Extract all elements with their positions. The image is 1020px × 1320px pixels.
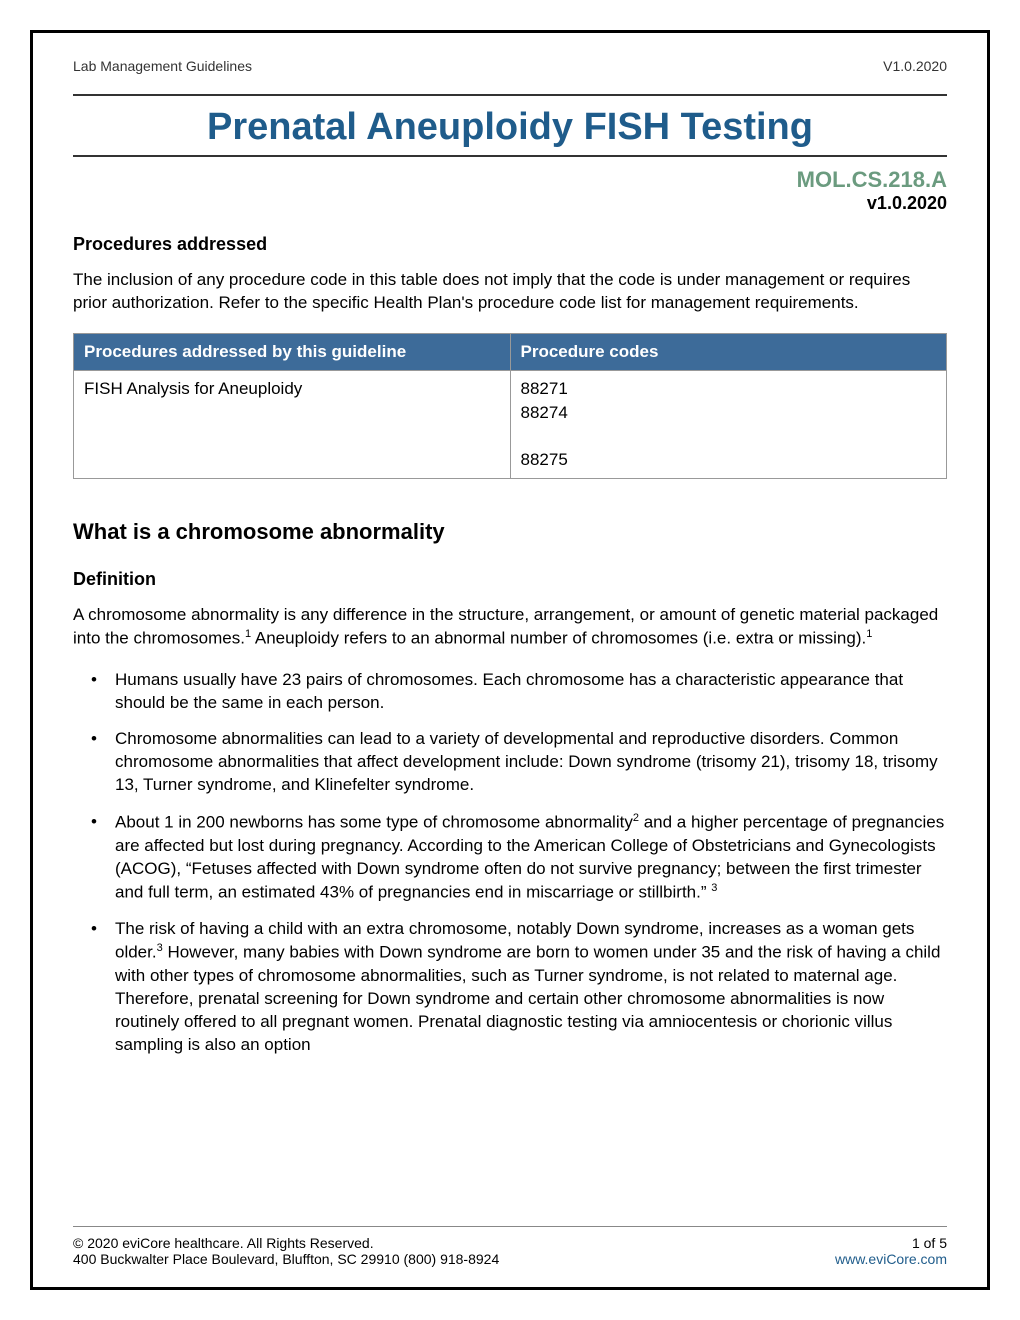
bullet-text: Humans usually have 23 pairs of chromoso… xyxy=(115,670,903,712)
footer-link[interactable]: www.eviCore.com xyxy=(835,1251,947,1267)
doc-code-block: MOL.CS.218.A v1.0.2020 xyxy=(73,167,947,214)
document-title: Prenatal Aneuploidy FISH Testing xyxy=(73,98,947,155)
table-header-cell: Procedures addressed by this guideline xyxy=(74,333,511,370)
page-header: Lab Management Guidelines V1.0.2020 xyxy=(73,58,947,74)
bullet-text: Chromosome abnormalities can lead to a v… xyxy=(115,729,938,794)
footer-copyright: © 2020 eviCore healthcare. All Rights Re… xyxy=(73,1235,374,1251)
definition-text-2: Aneuploidy refers to an abnormal number … xyxy=(251,629,866,648)
footer-address: 400 Buckwalter Place Boulevard, Bluffton… xyxy=(73,1251,499,1267)
table-row: FISH Analysis for Aneuploidy 88271 88274… xyxy=(74,370,947,478)
section-title: What is a chromosome abnormality xyxy=(73,519,947,545)
bullet-text-mid: However, many babies with Down syndrome … xyxy=(115,943,940,1054)
table-cell-procedure: FISH Analysis for Aneuploidy xyxy=(74,370,511,478)
footer-row-2: 400 Buckwalter Place Boulevard, Bluffton… xyxy=(73,1251,947,1267)
list-item: Chromosome abnormalities can lead to a v… xyxy=(91,728,947,797)
table-header-row: Procedures addressed by this guideline P… xyxy=(74,333,947,370)
table-header-cell: Procedure codes xyxy=(510,333,947,370)
table-cell-codes: 88271 88274 88275 xyxy=(510,370,947,478)
header-left-text: Lab Management Guidelines xyxy=(73,58,252,74)
header-right-text: V1.0.2020 xyxy=(883,58,947,74)
doc-version: v1.0.2020 xyxy=(73,193,947,214)
title-rule-bottom xyxy=(73,155,947,157)
footer-page-number: 1 of 5 xyxy=(912,1235,947,1251)
content-area: Lab Management Guidelines V1.0.2020 Pren… xyxy=(73,58,947,1267)
superscript-ref: 3 xyxy=(711,882,717,894)
procedures-heading: Procedures addressed xyxy=(73,234,947,255)
definition-label: Definition xyxy=(73,569,947,590)
bullet-list: Humans usually have 23 pairs of chromoso… xyxy=(91,669,947,1071)
list-item: Humans usually have 23 pairs of chromoso… xyxy=(91,669,947,715)
page-frame: Lab Management Guidelines V1.0.2020 Pren… xyxy=(30,30,990,1290)
title-rule-top xyxy=(73,94,947,96)
list-item: The risk of having a child with an extra… xyxy=(91,918,947,1056)
superscript-ref: 1 xyxy=(866,628,872,640)
page-footer: © 2020 eviCore healthcare. All Rights Re… xyxy=(73,1226,947,1267)
list-item: About 1 in 200 newborns has some type of… xyxy=(91,811,947,904)
doc-code: MOL.CS.218.A xyxy=(73,167,947,193)
procedures-intro: The inclusion of any procedure code in t… xyxy=(73,269,947,315)
procedures-table: Procedures addressed by this guideline P… xyxy=(73,333,947,479)
footer-row-1: © 2020 eviCore healthcare. All Rights Re… xyxy=(73,1235,947,1251)
codes-text: 88271 88274 88275 xyxy=(521,379,568,469)
definition-paragraph: A chromosome abnormality is any differen… xyxy=(73,604,947,651)
bullet-text-pre: About 1 in 200 newborns has some type of… xyxy=(115,813,633,832)
